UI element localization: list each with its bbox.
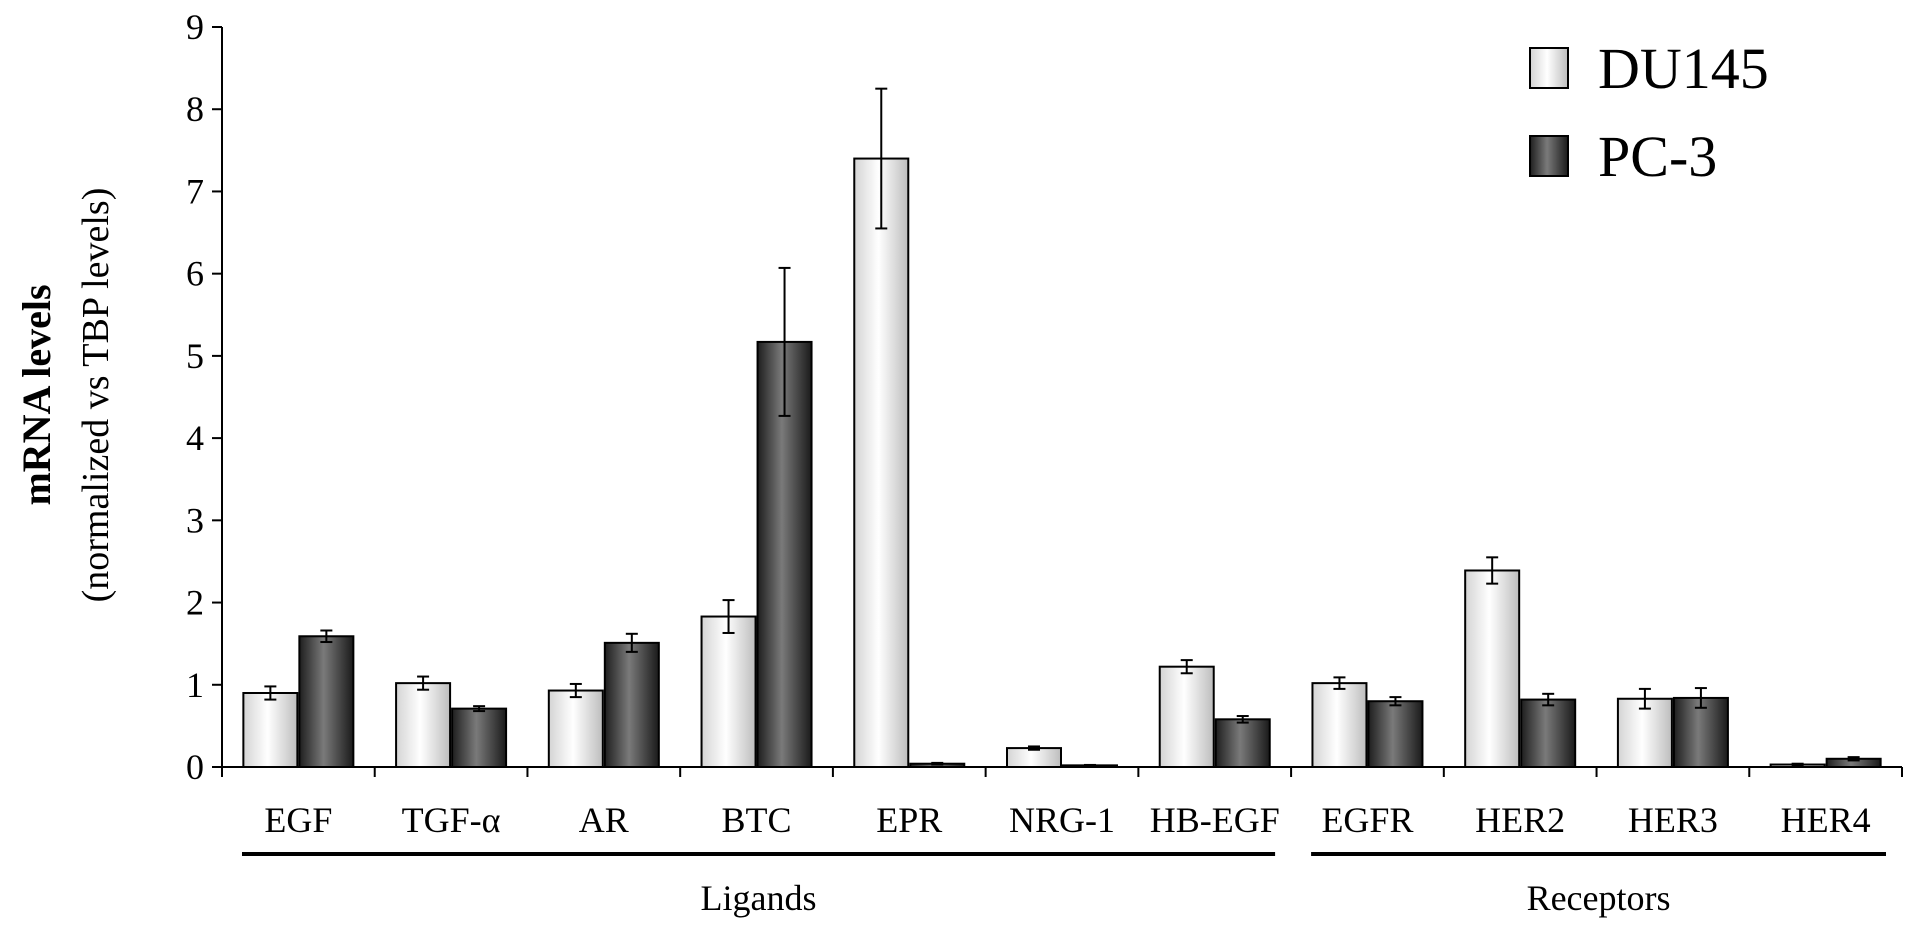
category-groups: Ligands Receptors [242, 852, 1886, 918]
legend-label-du145: DU145 [1598, 36, 1769, 101]
bar-pc-3-7 [1367, 700, 1424, 769]
error-bar-pc-3-0 [320, 629, 333, 644]
legend-label-pc-3: PC-3 [1598, 124, 1717, 189]
error-bars [264, 87, 1860, 767]
y-axis-sublabel: (normalized vs TBP levels) [75, 188, 117, 603]
category-label-7: EGFR [1321, 800, 1413, 840]
y-tick-label-0: 0 [186, 747, 204, 787]
legend-swatch-pc-3 [1529, 135, 1569, 177]
error-bar-du145-5 [1028, 745, 1040, 751]
error-bar-du145-0 [264, 685, 277, 701]
error-bar-du145-6 [1180, 659, 1193, 675]
category-label-6: HB-EGF [1150, 800, 1280, 840]
category-label-0: EGF [264, 800, 332, 840]
error-bar-pc-3-4 [931, 761, 944, 766]
error-bar-du145-4 [875, 87, 888, 230]
bar-pc-3-6 [1214, 718, 1271, 768]
error-bar-pc-3-7 [1389, 696, 1402, 707]
bar-pc-3-9 [1672, 696, 1729, 769]
error-bar-pc-3-6 [1236, 715, 1249, 724]
error-bar-pc-3-2 [625, 632, 638, 653]
bar-du145-2 [547, 689, 604, 768]
bar-pc-3-0 [298, 635, 355, 768]
bar-pc-3-8 [1520, 698, 1577, 768]
error-bar-du145-3 [722, 599, 735, 634]
error-bar-pc-3-1 [473, 705, 486, 713]
category-label-4: EPR [876, 800, 942, 840]
category-label-1: TGF-α [402, 800, 501, 840]
y-tick-label-3: 3 [186, 500, 204, 540]
error-bar-du145-10 [1791, 762, 1804, 767]
bar-du145-6 [1158, 665, 1215, 769]
y-tick-label-4: 4 [186, 418, 204, 458]
category-labels: EGF TGF-α AR BTC EPR NRG-1 HB-EGF EGFR HER2 HER3 H… [264, 800, 1870, 840]
category-label-10: HER4 [1781, 800, 1871, 840]
y-axis: 0 1 2 3 4 5 6 7 8 9 [186, 7, 223, 787]
legend-swatch-du145 [1529, 47, 1569, 89]
y-tick-label-8: 8 [186, 89, 204, 129]
error-bar-pc-3-9 [1694, 687, 1707, 709]
bar-du145-1 [395, 682, 452, 769]
category-label-2: AR [579, 800, 629, 840]
category-label-5: NRG-1 [1009, 800, 1115, 840]
x-axis [221, 766, 1903, 777]
bar-du145-7 [1311, 682, 1368, 769]
bar-du145-4 [853, 157, 910, 769]
legend: DU145 PC-3 [1529, 36, 1769, 189]
error-bar-pc-3-5 [1084, 763, 1096, 767]
error-bar-du145-1 [417, 675, 430, 691]
y-tick-label-1: 1 [186, 665, 204, 705]
category-label-9: HER3 [1628, 800, 1718, 840]
y-axis-label: mRNA levels [14, 284, 59, 505]
category-label-8: HER2 [1475, 800, 1565, 840]
error-bar-du145-7 [1333, 676, 1346, 690]
bar-du145-5 [1006, 747, 1062, 768]
bar-du145-3 [700, 615, 757, 768]
bar-pc-3-2 [603, 641, 660, 768]
y-tick-label-9: 9 [186, 7, 204, 47]
error-bar-du145-2 [569, 682, 582, 699]
category-label-3: BTC [722, 800, 792, 840]
y-axis-title: mRNA levels (normalized vs TBP levels) [14, 188, 117, 603]
y-tick-label-7: 7 [186, 171, 204, 211]
bars [242, 157, 1882, 769]
y-tick-label-2: 2 [186, 583, 204, 623]
group-label-0: Ligands [701, 878, 817, 918]
bar-du145-8 [1464, 569, 1521, 768]
error-bar-pc-3-3 [778, 266, 791, 417]
error-bar-pc-3-10 [1847, 756, 1860, 762]
error-bar-du145-8 [1486, 556, 1499, 585]
bar-du145-0 [242, 692, 299, 768]
bar-du145-9 [1616, 697, 1673, 768]
group-label-1: Receptors [1527, 878, 1671, 918]
error-bar-du145-9 [1638, 687, 1651, 710]
error-bar-pc-3-8 [1542, 692, 1555, 707]
bar-pc-3-1 [451, 707, 508, 768]
y-tick-label-6: 6 [186, 254, 204, 294]
y-tick-label-5: 5 [186, 336, 204, 376]
